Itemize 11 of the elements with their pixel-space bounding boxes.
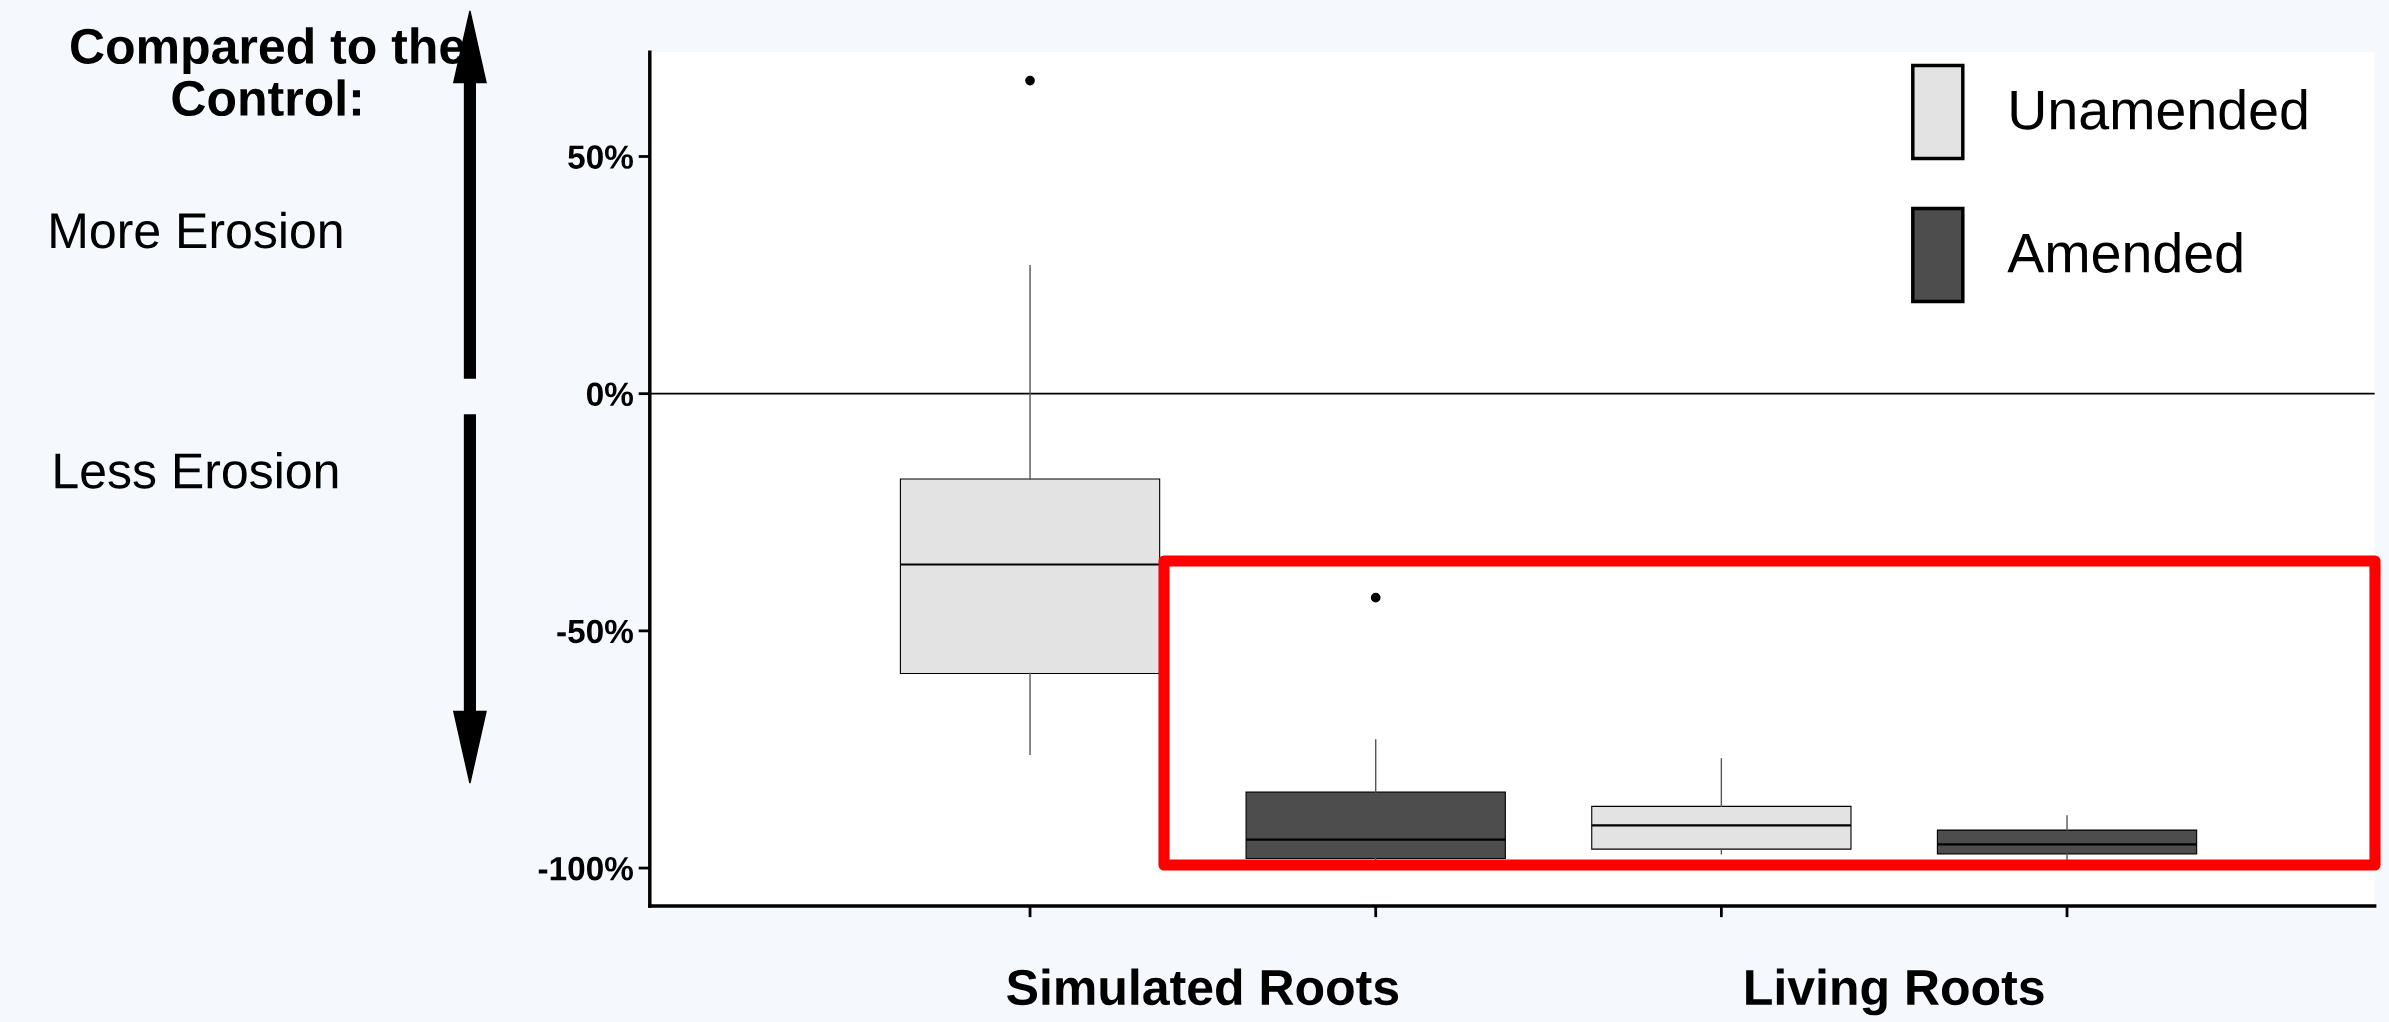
y-tick-label: -50% (557, 619, 633, 644)
x-tick-label: Living Roots (1746, 968, 2044, 1016)
y-tick-label: 0% (586, 382, 633, 407)
legend-label: Unamended (2011, 89, 2307, 130)
x-tick-label: Simulated Roots (1007, 968, 1399, 1006)
text: Less Erosion (55, 451, 338, 489)
y-tick-label: 50% (568, 145, 633, 169)
legend-label: Amended (2007, 232, 2242, 273)
text: Compared to the Control: (71, 27, 465, 117)
text: More Erosion (51, 211, 342, 249)
y-tick-label: -100% (538, 856, 633, 881)
